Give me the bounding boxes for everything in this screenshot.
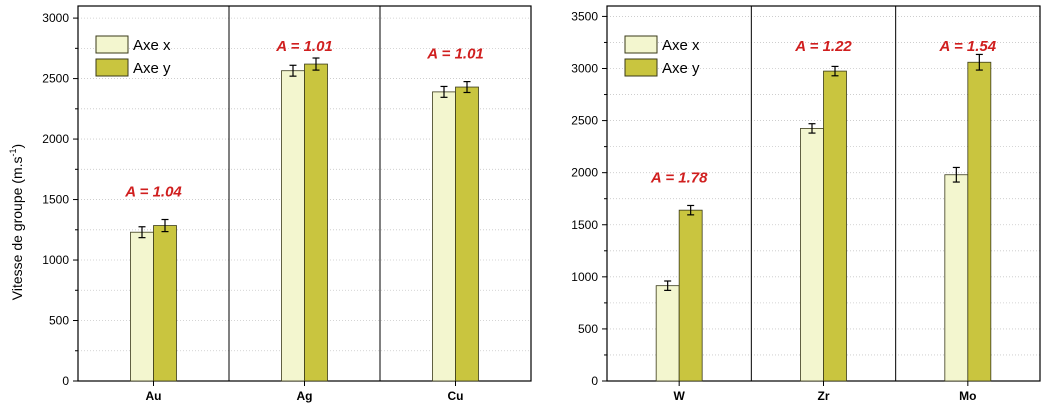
y-tick-label: 1000 xyxy=(42,253,69,267)
legend-axe-x-swatch xyxy=(95,35,129,54)
legend-axe-x-label: Axe x xyxy=(133,37,171,54)
bar-axe-x-au xyxy=(130,231,154,382)
legend-axe-y-label: Axe y xyxy=(662,60,700,77)
y-tick-label: 2500 xyxy=(571,114,598,128)
annotation-a-zr: A = 1.22 xyxy=(794,38,852,55)
annotation-a-mo: A = 1.54 xyxy=(939,38,997,55)
y-axis-label-superscript: -1 xyxy=(8,148,18,156)
bar-axe-y-cu xyxy=(455,86,479,382)
bar-axe-y-mo xyxy=(967,61,992,382)
bar-axe-x-cu xyxy=(432,91,456,382)
x-tick-label: Au xyxy=(146,389,162,403)
bar-axe-y-au xyxy=(153,225,177,382)
bar-axe-y-ag xyxy=(304,63,328,382)
bar-axe-x-ag xyxy=(281,70,305,382)
x-tick-label: Zr xyxy=(818,389,830,403)
x-tick-label: Mo xyxy=(959,389,976,403)
y-tick-label: 3000 xyxy=(42,11,69,25)
x-tick-label: Ag xyxy=(297,389,313,403)
y-tick-label: 500 xyxy=(49,314,69,328)
y-tick-label: 0 xyxy=(591,374,598,388)
legend-axe-x-swatch xyxy=(624,35,658,54)
bar-axe-x-zr xyxy=(800,127,824,382)
annotation-a-w: A = 1.78 xyxy=(650,169,708,186)
annotation-a-ag: A = 1.01 xyxy=(275,38,333,55)
legend-axe-x-label: Axe x xyxy=(662,37,700,54)
bar-axe-x-mo xyxy=(944,174,969,382)
y-tick-label: 1500 xyxy=(571,218,598,232)
y-tick-label: 0 xyxy=(62,374,69,388)
y-tick-label: 3000 xyxy=(571,62,598,76)
annotation-a-cu: A = 1.01 xyxy=(426,46,484,63)
chart-2: 0 500 1000 1500 2000 2500 3000 3500 W A = 1.78 Zr A… xyxy=(571,5,1041,403)
chart-1: 0 500 1000 1500 2000 2500 3000 Au A = 1.04 Ag A = … xyxy=(42,5,532,403)
bar-axe-y-zr xyxy=(823,70,847,382)
y-tick-label: 2000 xyxy=(571,166,598,180)
bar-axe-x-w xyxy=(655,285,680,382)
legend-axe-y-swatch xyxy=(95,58,129,77)
y-axis-label: Vitesse de groupe (m.s-1) xyxy=(8,144,25,300)
y-tick-label: 1000 xyxy=(571,270,598,284)
y-tick-label: 2500 xyxy=(42,72,69,86)
legend-axe-y-label: Axe y xyxy=(133,60,171,77)
y-tick-label: 500 xyxy=(578,322,598,336)
y-tick-label: 3500 xyxy=(571,9,598,23)
bar-axe-y-w xyxy=(678,209,703,382)
y-tick-label: 2000 xyxy=(42,132,69,146)
x-tick-label: Cu xyxy=(448,389,464,403)
y-tick-label: 1500 xyxy=(42,193,69,207)
annotation-a-au: A = 1.04 xyxy=(124,184,182,201)
x-tick-label: W xyxy=(674,389,686,403)
legend-axe-y-swatch xyxy=(624,58,658,77)
